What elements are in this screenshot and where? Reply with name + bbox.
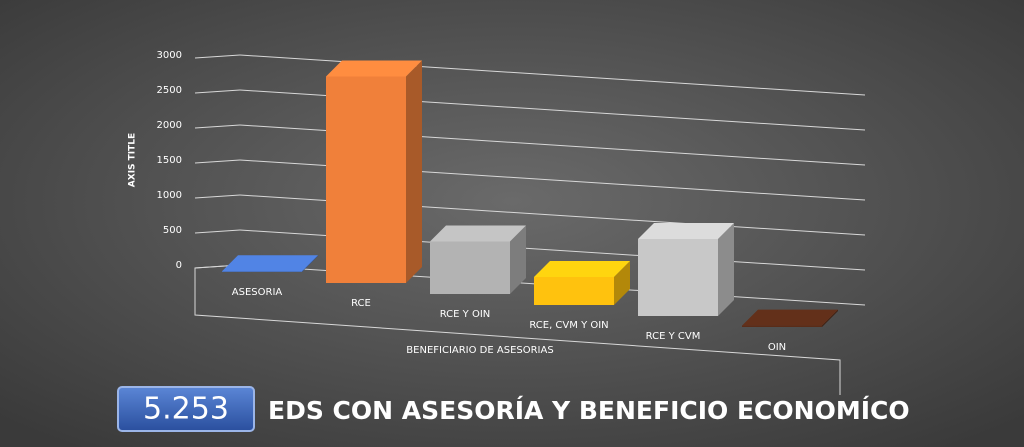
caption: EDS CON ASESORÍA Y BENEFICIO ECONOMÍCO (268, 396, 910, 425)
bar (326, 76, 406, 283)
bar-top (326, 60, 422, 77)
y-tick-label: 0 (176, 260, 182, 271)
bar-group (638, 223, 734, 316)
x-tick-label: RCE Y CVM (646, 331, 701, 342)
x-tick-label: RCE (351, 298, 371, 309)
bar (534, 277, 614, 305)
x-tick-label: ASESORIA (232, 287, 283, 298)
bar (430, 241, 510, 294)
bar-side (718, 223, 734, 316)
bar-side (822, 309, 838, 327)
grid-line-side (194, 229, 241, 234)
y-tick-label: 1000 (157, 190, 182, 201)
y-axis-title: AXIS TITLE (128, 133, 138, 187)
x-tick-label: RCE, CVM Y OIN (529, 320, 608, 331)
bar-top (430, 225, 526, 242)
bar-side (406, 60, 422, 283)
bar-group (742, 309, 838, 327)
grid-line-side (194, 159, 241, 164)
x-tick-label: RCE Y OIN (440, 309, 491, 320)
bar-side (614, 261, 630, 305)
x-axis-title: BENEFICIARIO DE ASESORIAS (406, 345, 553, 356)
grid-line-side (194, 194, 241, 199)
badge-box (117, 386, 255, 432)
grid-line-side (194, 89, 241, 94)
bar-side (510, 225, 526, 294)
y-tick-label: 3000 (157, 50, 182, 61)
bar-top (742, 309, 838, 326)
bar-top (534, 261, 630, 277)
y-tick-label: 2000 (157, 120, 182, 131)
bar-group (326, 60, 422, 283)
bar (742, 325, 822, 327)
y-tick-label: 2500 (157, 85, 182, 96)
bar-top (638, 223, 734, 239)
bar (638, 239, 718, 316)
y-tick-label: 500 (163, 225, 182, 236)
grid-line-side (194, 124, 241, 129)
bar-group (534, 261, 630, 305)
badge: 5.253 (143, 392, 229, 427)
grid-line-side (194, 54, 241, 59)
bar (222, 271, 302, 272)
bar-group (222, 255, 318, 272)
x-tick-label: OIN (768, 342, 786, 353)
bar-group (430, 225, 526, 294)
y-tick-label: 1500 (157, 155, 182, 166)
bar-top (222, 255, 318, 272)
bar-side (302, 255, 318, 272)
